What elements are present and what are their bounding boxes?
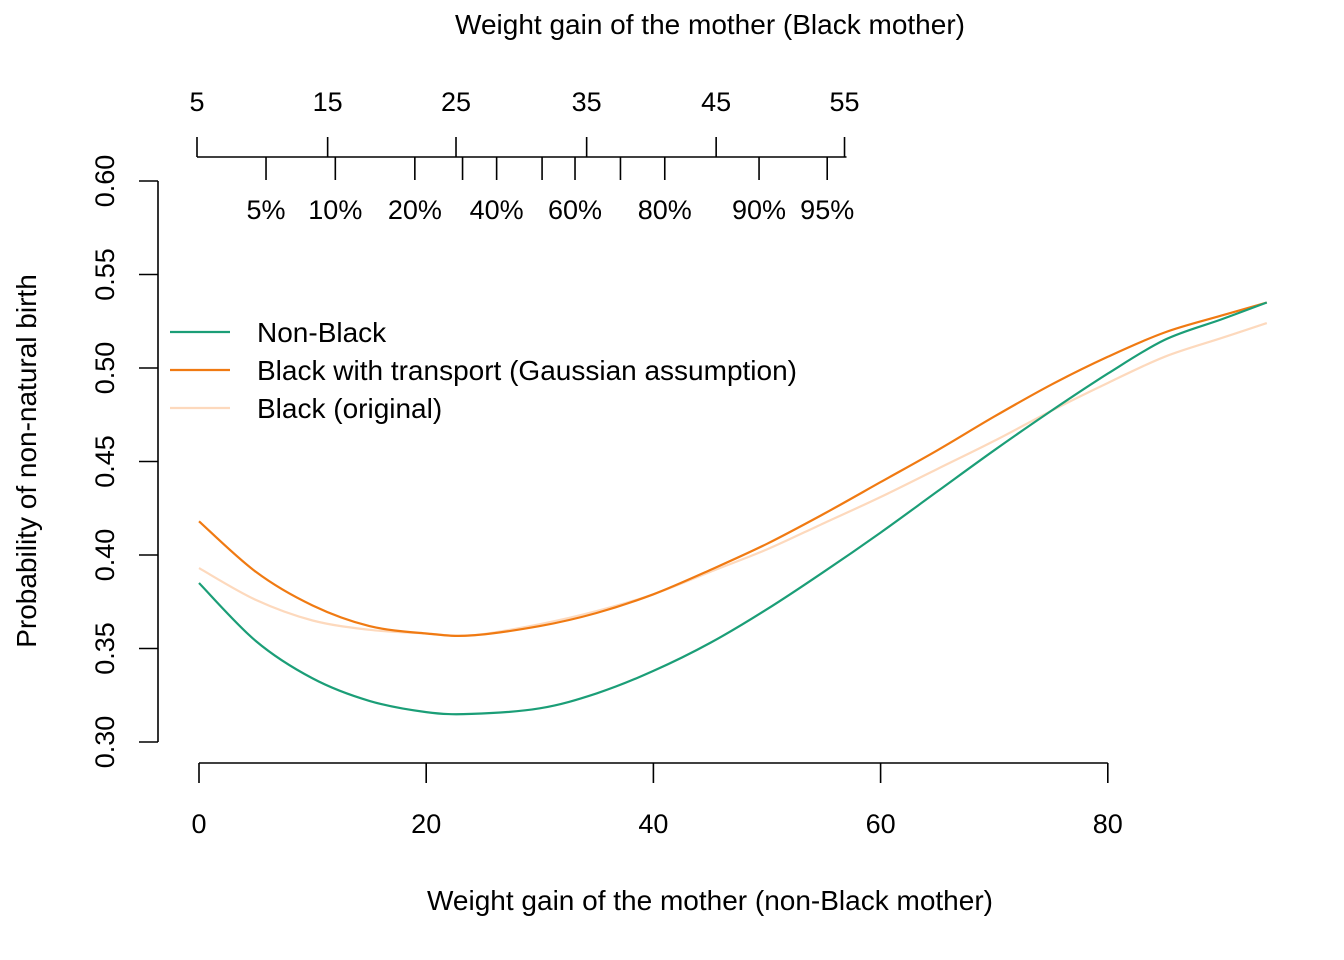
top-tick-label: 25 — [441, 87, 471, 117]
quantile-tick-label: 95% — [800, 195, 854, 225]
top-axis-title: Weight gain of the mother (Black mother) — [455, 9, 965, 40]
legend-label: Black with transport (Gaussian assumptio… — [257, 355, 797, 386]
x-tick-label: 0 — [191, 809, 206, 839]
quantile-tick-label: 60% — [548, 195, 602, 225]
top-tick-label: 45 — [701, 87, 731, 117]
y-tick-label: 0.35 — [90, 622, 120, 675]
y-tick-label: 0.40 — [90, 529, 120, 582]
x-axis-title: Weight gain of the mother (non-Black mot… — [427, 885, 993, 916]
series-line-black-original — [198, 322, 1268, 638]
x-tick-label: 60 — [866, 809, 896, 839]
x-tick-label: 20 — [411, 809, 441, 839]
top-tick-label: 15 — [313, 87, 343, 117]
legend-label: Black (original) — [257, 393, 442, 424]
x-tick-label: 80 — [1093, 809, 1123, 839]
top-tick-label: 5 — [189, 87, 204, 117]
y-axis-title: Probability of non-natural birth — [11, 274, 42, 648]
x-tick-label: 40 — [638, 809, 668, 839]
top-tick-label: 35 — [572, 87, 602, 117]
quantile-tick-label: 40% — [470, 195, 524, 225]
legend: Non-Black Black with transport (Gaussian … — [170, 317, 797, 424]
quantile-tick-label: 90% — [732, 195, 786, 225]
series-line-black-with-transport-gaussian-assumption — [198, 301, 1268, 637]
quantile-tick-label: 80% — [638, 195, 692, 225]
quantile-tick-label: 10% — [308, 195, 362, 225]
y-tick-label: 0.55 — [90, 248, 120, 301]
quantile-tick-label: 5% — [247, 195, 286, 225]
quantile-tick-label: 20% — [388, 195, 442, 225]
legend-label: Non-Black — [257, 317, 387, 348]
top-tick-label: 55 — [829, 87, 859, 117]
y-tick-label: 0.30 — [90, 716, 120, 769]
y-tick-label: 0.60 — [90, 155, 120, 208]
y-axis: 0.30 0.35 0.40 0.45 0.50 0.55 0.60 — [90, 155, 159, 769]
top-axis: 5 15 25 35 45 55 5% 10% 20% 40% 60% 80% 90% 95% — [189, 87, 859, 225]
series-line-non-black — [198, 301, 1268, 716]
x-axis: 0 20 40 60 80 — [191, 762, 1123, 839]
y-tick-label: 0.50 — [90, 342, 120, 395]
y-tick-label: 0.45 — [90, 435, 120, 488]
plot-lines — [198, 301, 1268, 716]
